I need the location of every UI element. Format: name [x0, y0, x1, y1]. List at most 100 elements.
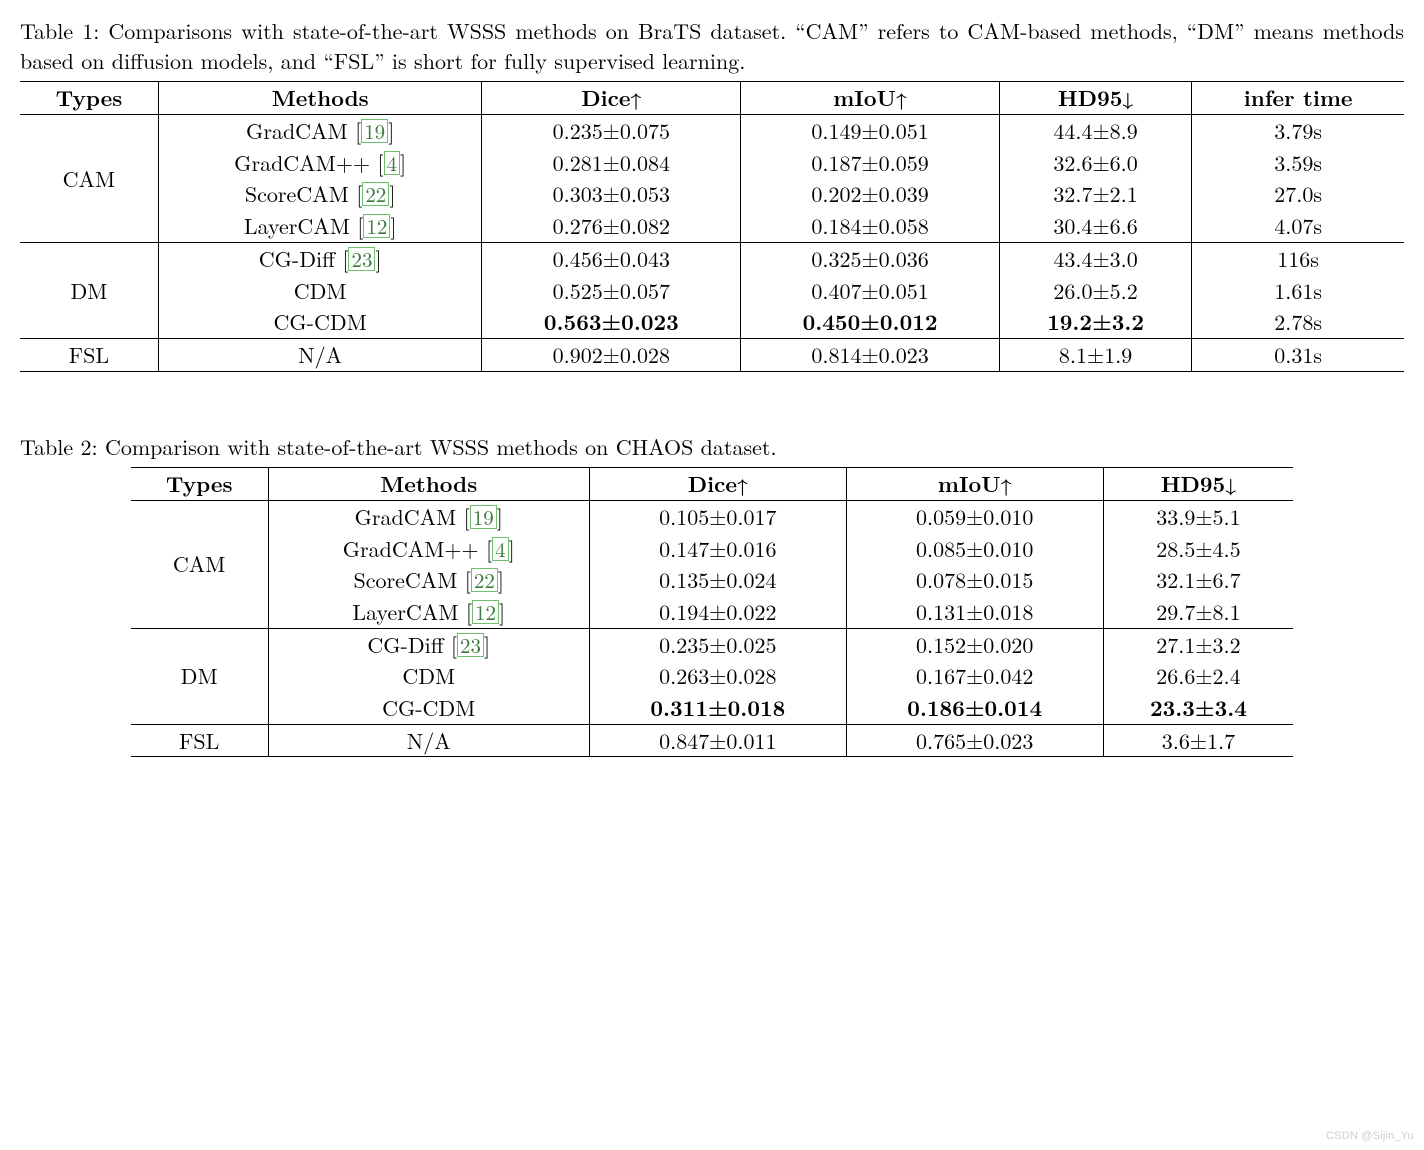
infer-cell: 1.61s	[1192, 275, 1404, 307]
infer-cell: 27.0s	[1192, 178, 1404, 210]
hd95-cell: 32.6±6.0	[999, 147, 1191, 179]
table-row: FSLN/A0.847±0.0110.765±0.0233.6±1.7	[131, 724, 1294, 757]
citation-link[interactable]: 23	[348, 247, 375, 271]
hd95-cell: 43.4±3.0	[999, 242, 1191, 274]
down-arrow-icon: ↓	[1225, 470, 1236, 498]
dice-cell: 0.235±0.025	[589, 628, 846, 660]
table-row: CAMGradCAM [19]0.235±0.0750.149±0.05144.…	[20, 115, 1404, 147]
dice-cell: 0.902±0.028	[482, 338, 741, 371]
method-cell: GradCAM [19]	[158, 115, 482, 147]
miou-cell: 0.325±0.036	[741, 242, 1000, 274]
miou-value: 0.450±0.012	[803, 306, 938, 337]
method-cell: GradCAM [19]	[268, 500, 589, 532]
method-label: CG-CDM	[382, 692, 475, 723]
th-methods: Methods	[158, 82, 482, 115]
dice-value: 0.563±0.023	[544, 306, 679, 337]
miou-cell: 0.202±0.039	[741, 178, 1000, 210]
up-arrow-icon: ↑	[896, 84, 907, 112]
th-dice-label: Dice	[688, 468, 737, 499]
th-hd95-label: HD95	[1058, 82, 1123, 113]
infer-cell: 3.79s	[1192, 115, 1404, 147]
method-label: N/A	[298, 339, 342, 370]
dice-cell: 0.303±0.053	[482, 178, 741, 210]
hd95-cell: 33.9±5.1	[1103, 500, 1293, 532]
dice-cell: 0.147±0.016	[589, 533, 846, 565]
table-row: DMCG-Diff [23]0.235±0.0250.152±0.02027.1…	[131, 628, 1294, 660]
method-label: LayerCAM	[244, 210, 357, 241]
method-cell: ScoreCAM [22]	[268, 564, 589, 596]
method-label: GradCAM++	[234, 147, 377, 178]
miou-cell: 0.167±0.042	[846, 660, 1103, 692]
method-cell: GradCAM++ [4]	[158, 147, 482, 179]
hd95-cell: 26.0±5.2	[999, 275, 1191, 307]
infer-cell: 3.59s	[1192, 147, 1404, 179]
citation-link[interactable]: 12	[472, 600, 499, 624]
table-row: GradCAM++ [4]0.147±0.0160.085±0.01028.5±…	[131, 533, 1294, 565]
hd95-cell: 30.4±6.6	[999, 210, 1191, 242]
miou-cell: 0.078±0.015	[846, 564, 1103, 596]
th-types: Types	[131, 468, 268, 501]
dice-cell: 0.311±0.018	[589, 692, 846, 724]
dice-cell: 0.105±0.017	[589, 500, 846, 532]
citation-link[interactable]: 4	[492, 537, 509, 561]
th-dice: Dice↑	[482, 82, 741, 115]
method-label: CG-CDM	[274, 306, 367, 337]
hd95-value: 19.2±3.2	[1047, 306, 1144, 337]
hd95-cell: 26.6±2.4	[1103, 660, 1293, 692]
th-miou: mIoU↑	[846, 468, 1103, 501]
table2-header-row: Types Methods Dice↑ mIoU↑ HD95↓	[131, 468, 1294, 501]
method-label: N/A	[407, 725, 451, 756]
miou-cell: 0.814±0.023	[741, 338, 1000, 371]
table-row: ScoreCAM [22]0.303±0.0530.202±0.03932.7±…	[20, 178, 1404, 210]
citation-link[interactable]: 12	[363, 214, 390, 238]
dice-cell: 0.194±0.022	[589, 596, 846, 628]
infer-cell: 4.07s	[1192, 210, 1404, 242]
method-cell: LayerCAM [12]	[268, 596, 589, 628]
th-dice-label: Dice	[581, 82, 630, 113]
citation-link[interactable]: 19	[470, 505, 497, 529]
citation-link[interactable]: 23	[457, 633, 484, 657]
citation-link[interactable]: 4	[384, 151, 401, 175]
hd95-cell: 3.6±1.7	[1103, 724, 1293, 757]
method-label: CG-Diff	[367, 629, 451, 660]
up-arrow-icon: ↑	[1001, 470, 1012, 498]
up-arrow-icon: ↑	[631, 84, 642, 112]
dice-cell: 0.235±0.075	[482, 115, 741, 147]
hd95-cell: 28.5±4.5	[1103, 533, 1293, 565]
method-label: GradCAM++	[343, 533, 486, 564]
method-cell: N/A	[158, 338, 482, 371]
miou-cell: 0.765±0.023	[846, 724, 1103, 757]
citation-link[interactable]: 22	[362, 182, 389, 206]
table-row: CDM0.525±0.0570.407±0.05126.0±5.21.61s	[20, 275, 1404, 307]
table-row: GradCAM++ [4]0.281±0.0840.187±0.05932.6±…	[20, 147, 1404, 179]
type-cell: CAM	[20, 115, 158, 243]
dice-cell: 0.281±0.084	[482, 147, 741, 179]
hd95-cell: 32.7±2.1	[999, 178, 1191, 210]
dice-cell: 0.847±0.011	[589, 724, 846, 757]
up-arrow-icon: ↑	[737, 470, 748, 498]
hd95-cell: 29.7±8.1	[1103, 596, 1293, 628]
table-row: CG-CDM0.563±0.0230.450±0.01219.2±3.22.78…	[20, 306, 1404, 338]
th-miou-label: mIoU	[938, 468, 1001, 499]
method-label: GradCAM	[246, 115, 355, 146]
dice-cell: 0.276±0.082	[482, 210, 741, 242]
th-dice: Dice↑	[589, 468, 846, 501]
citation-link[interactable]: 22	[471, 568, 498, 592]
th-miou: mIoU↑	[741, 82, 1000, 115]
table-row: LayerCAM [12]0.194±0.0220.131±0.01829.7±…	[131, 596, 1294, 628]
miou-value: 0.186±0.014	[907, 692, 1042, 723]
th-hd95: HD95↓	[999, 82, 1191, 115]
method-cell: CG-Diff [23]	[158, 242, 482, 274]
miou-cell: 0.059±0.010	[846, 500, 1103, 532]
table-row: DMCG-Diff [23]0.456±0.0430.325±0.03643.4…	[20, 242, 1404, 274]
table-row: CAMGradCAM [19]0.105±0.0170.059±0.01033.…	[131, 500, 1294, 532]
type-cell: CAM	[131, 500, 268, 628]
miou-cell: 0.131±0.018	[846, 596, 1103, 628]
dice-cell: 0.456±0.043	[482, 242, 741, 274]
hd95-cell: 8.1±1.9	[999, 338, 1191, 371]
method-cell: CDM	[158, 275, 482, 307]
down-arrow-icon: ↓	[1122, 84, 1133, 112]
method-label: GradCAM	[355, 501, 464, 532]
th-types: Types	[20, 82, 158, 115]
citation-link[interactable]: 19	[361, 119, 388, 143]
